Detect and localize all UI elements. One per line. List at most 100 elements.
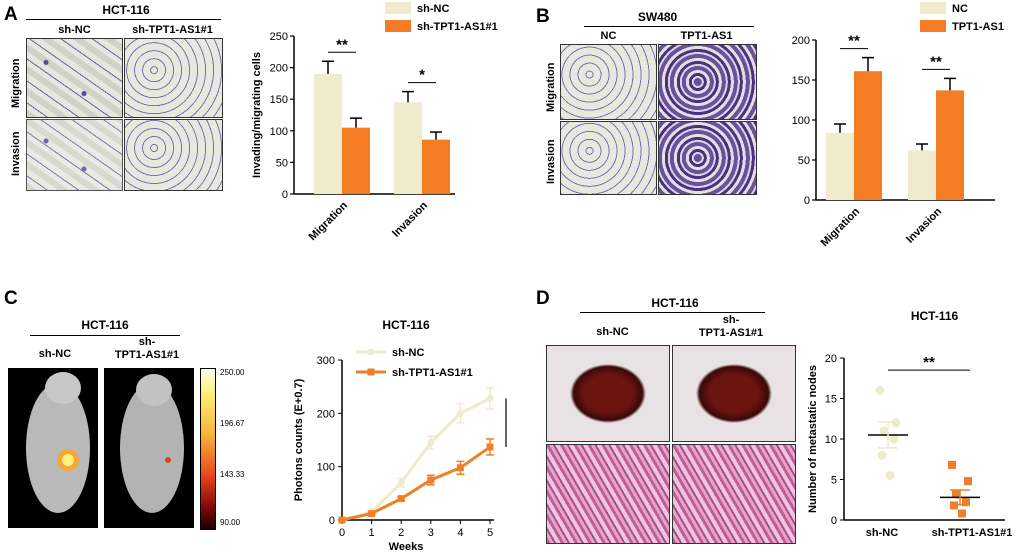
y-tick-label: 0 xyxy=(329,515,335,527)
y-tick-label: 15 xyxy=(825,394,837,406)
data-point xyxy=(879,426,889,436)
legend-label: sh-TPT1-AS1#1 xyxy=(392,367,473,379)
chart-b: 0 50 100 150 200 ** Migration ** Invasion NC TPT1-… xyxy=(792,2,1004,249)
x-tick-label: 3 xyxy=(428,527,434,539)
data-point xyxy=(397,495,405,503)
data-point xyxy=(427,476,435,484)
series-line-1 xyxy=(341,445,491,522)
series-line-0 xyxy=(341,397,491,522)
bar-nc xyxy=(826,132,854,200)
y-tick-label: 150 xyxy=(792,75,810,87)
legend-label: sh-TPT1-AS1#1 xyxy=(417,21,498,33)
y-axis-label: Photons counts (E+0.7) xyxy=(293,378,305,501)
liver-image-sh-tpt1 xyxy=(672,345,796,442)
data-point xyxy=(885,470,895,480)
y-tick-label: 300 xyxy=(317,355,335,367)
y-tick-label: 0 xyxy=(831,515,837,527)
data-point xyxy=(950,501,958,510)
data-point xyxy=(338,516,346,524)
panel-a-group-title: HCT-116 xyxy=(102,3,150,17)
mouse-image-sh-tpt1 xyxy=(104,368,194,528)
bar-tpt1-as1 xyxy=(854,71,882,200)
chart-a: 0 50 100 150 200 250 Invading/migrating cells *… xyxy=(251,2,498,243)
panel-b-row-2: Invasion xyxy=(545,139,557,184)
panel-letter-b: B xyxy=(536,6,550,27)
data-point xyxy=(397,479,405,487)
x-tick-label: 1 xyxy=(369,527,375,539)
data-point xyxy=(877,450,887,460)
panel-a-col-1: sh-NC xyxy=(58,24,91,36)
y-tick-label: 100 xyxy=(317,462,335,474)
legend-swatch xyxy=(920,2,946,14)
panel-d-group-title: HCT-116 xyxy=(651,296,699,310)
y-tick-label: 0 xyxy=(282,189,288,201)
y-tick-label: 200 xyxy=(270,63,288,75)
liver-image-shnc xyxy=(546,345,670,442)
y-axis-label: Number of metastatic nodes xyxy=(807,365,819,513)
y-tick-label: 20 xyxy=(825,353,837,365)
panel-b-col-2: TPT1-AS1 xyxy=(680,30,733,42)
significance-label: ** xyxy=(930,53,942,70)
panel-b-row-1: Migration xyxy=(545,62,557,113)
bar-tpt1-as1 xyxy=(936,90,964,200)
colorbar xyxy=(200,368,216,530)
legend-swatch xyxy=(920,20,946,32)
y-axis-label: Invading/migrating cells xyxy=(251,52,263,178)
panel-a-row-2: Invasion xyxy=(10,131,22,176)
y-tick-label: 250 xyxy=(270,31,288,43)
y-tick-label: 200 xyxy=(317,408,335,420)
micrograph-b-nc-migration xyxy=(560,44,657,120)
panel-d-col-1: sh-NC xyxy=(596,326,629,338)
x-tick-label: 5 xyxy=(487,527,493,539)
panel-letter-c: C xyxy=(4,288,18,309)
data-point xyxy=(962,498,970,507)
data-point xyxy=(889,434,899,444)
x-tick-label: sh-NC xyxy=(866,527,898,539)
y-tick-label: 10 xyxy=(825,434,837,446)
panel-d-group-line xyxy=(580,312,765,313)
significance-label: ** xyxy=(923,354,935,371)
chart-title: HCT-116 xyxy=(382,318,430,332)
y-tick-label: 50 xyxy=(276,157,288,169)
x-tick-label: Invasion xyxy=(390,199,430,239)
x-tick-label: sh-TPT1-AS1#1 xyxy=(932,527,1013,539)
panel-d-col-2: sh- TPT1-AS1#1 xyxy=(698,314,764,339)
bar-sh-tpt1-as1#1 xyxy=(422,139,450,194)
panel-letter-a: A xyxy=(4,4,18,25)
panel-c-group-line xyxy=(30,335,180,336)
data-point xyxy=(486,394,494,402)
panel-c-col-1: sh-NC xyxy=(38,348,72,360)
y-tick-label: 0 xyxy=(804,195,810,207)
colorbar-tick-3: 143.33 xyxy=(220,470,245,479)
x-tick-label: 2 xyxy=(398,527,404,539)
bar-sh-nc xyxy=(394,102,422,194)
panel-b-col-1: NC xyxy=(600,30,617,42)
x-tick-label: Migration xyxy=(819,205,863,249)
bar-nc xyxy=(908,150,936,200)
micrograph-b-tpt1-migration xyxy=(658,44,757,120)
y-tick-label: 100 xyxy=(792,115,810,127)
panel-a-row-1: Migration xyxy=(10,58,22,109)
panel-b-group-line xyxy=(584,26,754,27)
legend-label: NC xyxy=(952,3,968,15)
panel-a-group-line xyxy=(26,19,221,20)
he-stain-shnc xyxy=(546,444,670,544)
micrograph-b-nc-invasion xyxy=(560,121,657,195)
significance-label: * xyxy=(419,67,425,84)
chart-title: HCT-116 xyxy=(911,309,959,323)
colorbar-tick-1: 250.00 xyxy=(220,368,245,377)
legend-label: sh-NC xyxy=(392,347,424,359)
y-tick-label: 200 xyxy=(792,35,810,47)
significance-label: *** xyxy=(513,415,520,431)
x-tick-label: 4 xyxy=(457,527,463,539)
data-point xyxy=(958,509,966,518)
data-point xyxy=(486,443,494,451)
data-point xyxy=(456,409,464,417)
panel-b-group-title: SW480 xyxy=(637,10,678,24)
panel-c-group-title: HCT-116 xyxy=(81,318,129,332)
data-point xyxy=(964,477,972,486)
y-tick-label: 5 xyxy=(831,475,837,487)
micrograph-a-shnc-migration xyxy=(26,38,123,118)
colorbar-tick-2: 196.67 xyxy=(220,419,245,428)
legend-swatch xyxy=(385,2,411,14)
